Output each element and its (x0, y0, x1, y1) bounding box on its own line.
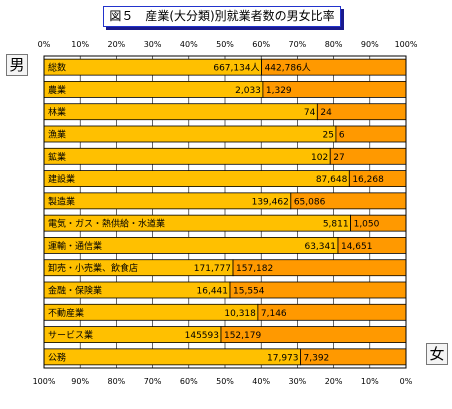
bottom-tick-label: 0% (400, 377, 413, 386)
male-value-label: 16,441 (197, 287, 229, 297)
category-label: サービス業 (48, 329, 93, 341)
bottom-tick-label: 30% (289, 377, 307, 386)
bar-male (43, 81, 264, 98)
female-legend-badge: 女 (426, 343, 448, 365)
gridlines (79, 56, 371, 368)
female-value-label: 27 (333, 153, 344, 163)
chart-title: 図５ 産業(大分類)別就業者数の男女比率 (103, 6, 341, 27)
female-value-label: 1,329 (266, 86, 292, 96)
category-label: 不動産業 (48, 307, 84, 319)
male-value-label: 87,648 (316, 175, 348, 185)
male-value-label: 74 (304, 108, 316, 118)
top-tick-label: 40% (180, 40, 198, 49)
bar-male (43, 125, 337, 143)
plot-frame (43, 55, 407, 369)
category-label: 農業 (48, 84, 66, 96)
top-axis-ticks: 0% 10% 20% 30% 40% 50% 60% 70% 80% 90% 100% (38, 40, 418, 49)
category-label: 林業 (48, 106, 66, 118)
bottom-tick-label: 20% (325, 377, 343, 386)
bar-female (335, 125, 407, 143)
top-tick-label: 100% (395, 40, 418, 49)
top-tick-label: 10% (71, 40, 89, 49)
bottom-tick-label: 60% (180, 377, 198, 386)
category-label: 建設業 (48, 173, 75, 185)
bottom-tick-label: 50% (216, 377, 234, 386)
top-tick-label: 60% (252, 40, 270, 49)
bar-male (43, 147, 331, 165)
category-label: 総数 (48, 62, 66, 74)
male-value-label: 5,811 (323, 220, 349, 230)
male-value-label: 63,341 (304, 242, 336, 252)
female-value-label: 157,182 (236, 264, 273, 274)
bottom-axis-ticks: 100% 90% 80% 70% 60% 50% 40% 30% 20% 10% 0% (33, 377, 413, 386)
female-value-label: 16,268 (352, 175, 384, 185)
bottom-tick-label: 100% (33, 377, 56, 386)
male-legend-badge: 男 (6, 54, 28, 76)
bar-male (43, 348, 301, 366)
category-label: 製造業 (48, 195, 75, 207)
male-value-label: 17,973 (267, 353, 299, 363)
male-value-label: 102 (311, 153, 328, 163)
male-value-label: 10,318 (224, 309, 256, 319)
female-value-label: 152,179 (224, 331, 261, 341)
bottom-tick-label: 90% (71, 377, 89, 386)
female-value-label: 65,086 (294, 197, 326, 207)
female-value-label: 1,050 (354, 220, 380, 230)
male-value-label: 171,777 (194, 264, 231, 274)
category-label: 鉱業 (48, 151, 66, 163)
male-value-label: 145593 (185, 331, 219, 341)
female-value-label: 7,146 (261, 309, 287, 319)
category-label: 公務 (48, 351, 66, 363)
top-tick-label: 70% (289, 40, 307, 49)
bottom-tick-label: 80% (108, 377, 126, 386)
female-value-label: 442,786人 (265, 63, 311, 74)
male-value-label: 667,134人 (213, 63, 259, 74)
top-tick-label: 0% (38, 40, 51, 49)
female-value-label: 6 (339, 131, 345, 141)
bottom-tick-label: 40% (252, 377, 270, 386)
category-label: 卸売・小売業、飲食店 (48, 262, 138, 274)
category-label: 漁業 (48, 129, 66, 141)
top-tick-label: 20% (108, 40, 126, 49)
top-tick-label: 80% (325, 40, 343, 49)
category-label: 金融・保険業 (48, 285, 102, 297)
male-value-label: 2,033 (235, 86, 261, 96)
male-value-label: 139,462 (252, 197, 289, 207)
bottom-tick-label: 10% (361, 377, 379, 386)
bar-male (43, 103, 318, 121)
top-tick-label: 30% (144, 40, 162, 49)
female-value-label: 14,651 (341, 242, 373, 252)
female-value-label: 24 (320, 108, 332, 118)
category-label: 電気・ガス・熱供給・水道業 (48, 218, 165, 230)
bar-male (43, 170, 350, 187)
bottom-tick-label: 70% (144, 377, 162, 386)
female-value-label: 15,554 (233, 287, 265, 297)
category-label: 運輸・通信業 (48, 240, 102, 252)
male-value-label: 25 (322, 131, 333, 141)
female-value-label: 7,392 (304, 353, 330, 363)
top-tick-label: 50% (216, 40, 234, 49)
top-tick-label: 90% (361, 40, 379, 49)
